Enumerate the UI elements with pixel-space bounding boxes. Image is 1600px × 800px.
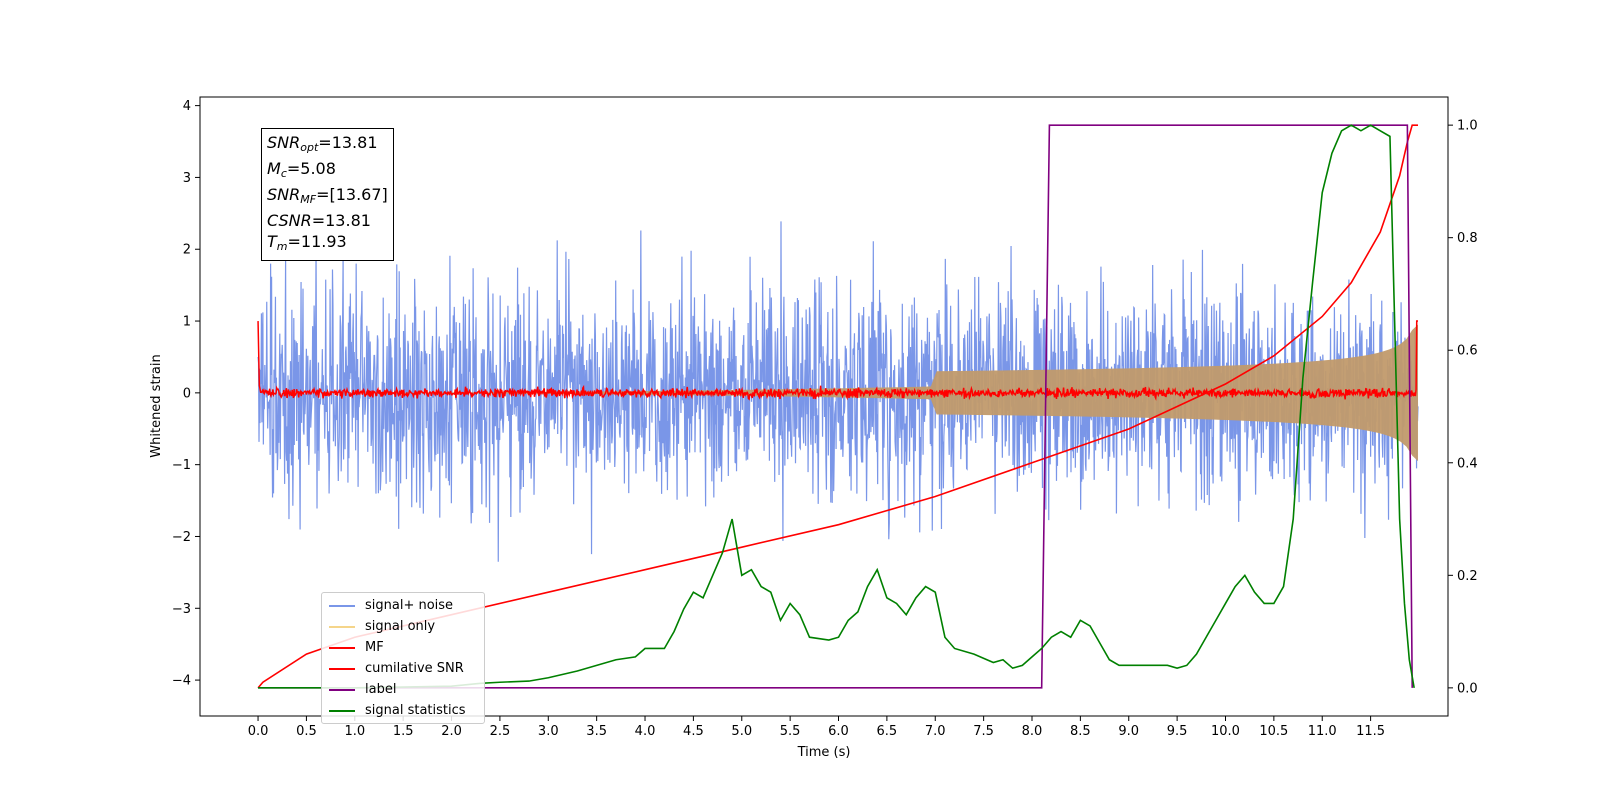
legend-item: MF <box>326 637 480 658</box>
x-tick-label: 2.0 <box>441 724 462 739</box>
x-tick-label: 5.5 <box>780 724 801 739</box>
legend-swatch <box>329 625 355 628</box>
x-tick-label: 7.0 <box>925 724 946 739</box>
x-tick-label: 10.0 <box>1211 724 1240 739</box>
x-tick-label: 3.5 <box>586 724 607 739</box>
x-tick-label: 7.5 <box>973 724 994 739</box>
y-left-tick-label: 3 <box>183 171 191 186</box>
legend-swatch <box>329 646 355 649</box>
x-tick-label: 9.5 <box>1167 724 1188 739</box>
x-tick-label: 4.0 <box>635 724 656 739</box>
snr-opt-value: =13.81 <box>318 133 378 152</box>
x-tick-label: 0.0 <box>248 724 269 739</box>
y-right-tick-label: 1.0 <box>1457 119 1478 134</box>
x-tick-label: 8.5 <box>1070 724 1091 739</box>
x-tick-label: 6.5 <box>877 724 898 739</box>
y-right-tick-label: 0.8 <box>1457 231 1478 246</box>
series-signal-statistics <box>258 124 1415 689</box>
x-tick-label: 1.0 <box>344 724 365 739</box>
x-tick-label: 0.5 <box>296 724 317 739</box>
legend-label: label <box>365 682 397 697</box>
x-tick-label: 5.0 <box>731 724 752 739</box>
y-left-tick-label: 2 <box>183 243 191 258</box>
y-left-tick-label: −3 <box>172 602 191 617</box>
legend-swatch <box>329 709 355 712</box>
x-tick-label: 3.0 <box>538 724 559 739</box>
snr-opt-line: SNRopt=13.81 <box>267 133 378 154</box>
y-left-tick-label: 1 <box>183 315 191 330</box>
csnr-value: =13.81 <box>311 211 371 230</box>
legend-item: signal only <box>326 616 480 637</box>
y-axis-left: −4 −3 −2 −1 0 1 2 3 4 <box>172 99 200 689</box>
x-tick-label: 10.5 <box>1259 724 1288 739</box>
series-mf <box>257 320 1419 401</box>
legend-label: cumilative SNR <box>365 661 464 676</box>
legend-swatch <box>329 604 355 607</box>
x-tick-label: 2.5 <box>490 724 511 739</box>
stats-annotation-box: SNRopt=13.81 Mc=5.08 SNRMF=[13.67] CSNR=… <box>261 128 394 261</box>
y-left-tick-label: 4 <box>183 99 191 114</box>
y-right-tick-label: 0.2 <box>1457 569 1478 584</box>
y-axis-right: 0.0 0.2 0.4 0.6 0.8 1.0 <box>1448 119 1478 696</box>
x-tick-label: 8.0 <box>1022 724 1043 739</box>
legend-item: signal statistics <box>326 700 480 721</box>
x-axis-label: Time (s) <box>797 745 851 760</box>
legend-label: signal only <box>365 619 436 634</box>
y-left-tick-label: −4 <box>172 674 191 689</box>
legend-swatch <box>329 688 355 691</box>
y-right-tick-label: 0.0 <box>1457 681 1478 696</box>
snr-mf-line: SNRMF=[13.67] <box>267 185 388 206</box>
series-label <box>258 124 1413 689</box>
snr-mf-value: =[13.67] <box>316 185 388 204</box>
legend-label: signal+ noise <box>365 598 454 613</box>
mc-value: =5.08 <box>286 159 336 178</box>
x-tick-label: 11.0 <box>1308 724 1337 739</box>
tm-value: =11.93 <box>287 232 347 251</box>
legend: signal+ noise signal only MF cumilative SNR… <box>321 592 485 724</box>
y-right-tick-label: 0.6 <box>1457 344 1478 359</box>
x-tick-label: 4.5 <box>683 724 704 739</box>
mc-line: Mc=5.08 <box>267 159 336 180</box>
legend-item: signal+ noise <box>326 595 480 616</box>
y-left-tick-label: −2 <box>172 530 191 545</box>
y-right-tick-label: 0.4 <box>1457 456 1478 471</box>
series-signal-only <box>258 324 1419 462</box>
tm-line: Tm=11.93 <box>267 232 347 253</box>
legend-item: label <box>326 679 480 700</box>
legend-label: MF <box>365 640 384 655</box>
legend-label: signal statistics <box>365 703 466 718</box>
legend-item: cumilative SNR <box>326 658 480 679</box>
plot-frame <box>199 96 1449 717</box>
x-tick-label: 1.5 <box>393 724 414 739</box>
x-axis: 0.0 0.5 1.0 1.5 2.0 2.5 3.0 3.5 4.0 4.5 5.0 5.5 6.0 6… <box>248 716 1385 739</box>
y-left-tick-label: −1 <box>172 458 191 473</box>
legend-swatch <box>329 667 355 670</box>
csnr-line: CSNR=13.81 <box>267 211 371 230</box>
y-left-tick-label: 0 <box>183 386 191 401</box>
y-axis-label: Whitened strain <box>149 354 164 457</box>
x-tick-label: 9.0 <box>1118 724 1139 739</box>
x-tick-label: 11.5 <box>1356 724 1385 739</box>
x-tick-label: 6.0 <box>828 724 849 739</box>
